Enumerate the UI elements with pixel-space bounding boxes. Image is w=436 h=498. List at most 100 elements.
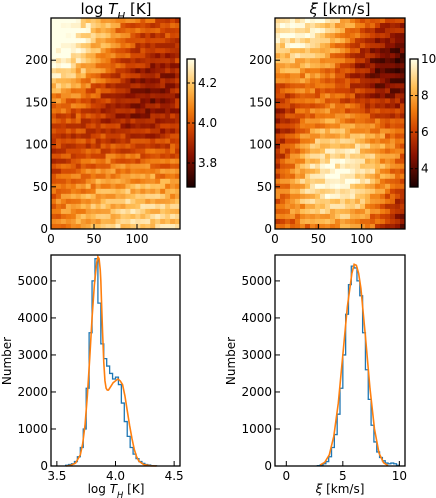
map-pixel: [135, 88, 141, 94]
map-pixel: [280, 143, 286, 150]
map-pixel: [80, 123, 87, 130]
map-pixel: [355, 188, 361, 195]
map-pixel: [370, 193, 376, 200]
label-subscript: H: [117, 11, 125, 23]
map-pixel: [165, 128, 171, 135]
map-pixel: [65, 198, 72, 205]
map-pixel: [105, 218, 112, 225]
map-pixel: [325, 43, 331, 49]
map-pixel: [140, 83, 146, 89]
map-pixel: [85, 113, 92, 119]
map-pixel: [340, 183, 346, 190]
map-pixel: [390, 98, 396, 104]
map-pixel: [280, 73, 286, 79]
map-pixel: [95, 88, 102, 94]
map-pixel: [90, 63, 97, 69]
map-pixel: [115, 218, 121, 225]
map-pixel: [105, 163, 112, 170]
map-pixel: [320, 188, 326, 195]
map-pixel: [55, 218, 62, 225]
map-pixel: [105, 123, 112, 130]
map-pixel: [70, 188, 77, 195]
map-pixel: [165, 98, 171, 104]
map-pixel: [110, 53, 116, 59]
map-pixel: [370, 143, 376, 150]
map-pixel: [51, 118, 57, 124]
map-pixel: [115, 183, 121, 190]
map-pixel: [315, 113, 321, 119]
map-pixel: [80, 133, 87, 140]
map-pixel: [165, 88, 171, 94]
map-pixel: [300, 63, 306, 69]
map-pixel: [55, 68, 62, 74]
map-pixel: [51, 68, 57, 74]
map-pixel: [80, 83, 87, 89]
map-pixel: [300, 158, 306, 165]
map-pixel: [85, 188, 92, 195]
map-pixel: [160, 128, 166, 135]
map-pixel: [285, 48, 291, 54]
map-pixel: [95, 193, 102, 200]
map-pixel: [385, 178, 391, 185]
map-pixel: [385, 73, 391, 79]
map-pixel: [80, 183, 87, 190]
y-tick-label: 1000: [241, 422, 272, 436]
map-pixel: [395, 118, 401, 124]
map-pixel: [360, 133, 366, 140]
map-pixel: [300, 18, 306, 24]
map-pixel: [160, 108, 166, 114]
map-pixel: [310, 188, 316, 195]
map-pixel: [320, 168, 326, 175]
map-pixel: [345, 123, 351, 130]
map-pixel: [310, 203, 316, 210]
map-pixel: [140, 78, 146, 84]
map-pixel: [395, 38, 401, 44]
map-pixel: [90, 213, 97, 220]
map-pixel: [375, 178, 381, 185]
map-pixel: [160, 78, 166, 84]
map-pixel: [65, 28, 72, 34]
map-pixel: [340, 68, 346, 74]
map-pixel: [345, 48, 351, 54]
map-pixel: [70, 118, 77, 124]
map-pixel: [110, 58, 116, 64]
map-pixel: [315, 108, 321, 114]
map-pixel: [125, 133, 131, 140]
map-pixel: [345, 93, 351, 99]
map-pixel: [315, 178, 321, 185]
map-pixel: [360, 148, 366, 155]
map-pixel: [345, 113, 351, 119]
map-pixel: [135, 48, 141, 54]
map-pixel: [160, 83, 166, 89]
map-pixel: [375, 203, 381, 210]
map-pixel: [335, 93, 341, 99]
map-pixel: [145, 78, 151, 84]
map-pixel: [140, 158, 146, 165]
map-pixel: [395, 78, 401, 84]
map-pixel: [290, 158, 296, 165]
map-pixel: [75, 223, 82, 230]
map-pixel: [345, 153, 351, 160]
map-pixel: [105, 173, 112, 180]
map-pixel: [60, 213, 67, 220]
map-pixel: [350, 138, 356, 145]
map-pixel: [150, 48, 156, 54]
map-pixel: [105, 23, 112, 29]
x-tick-label: 5: [339, 469, 347, 483]
map-pixel: [130, 213, 136, 220]
map-pixel: [60, 73, 67, 79]
map-pixel: [375, 98, 381, 104]
map-pixel: [85, 153, 92, 160]
map-pixel: [400, 108, 406, 114]
map-pixel: [385, 168, 391, 175]
map-pixel: [155, 153, 161, 160]
map-pixel: [275, 68, 281, 74]
map-pixel: [315, 83, 321, 89]
map-pixel: [145, 138, 151, 145]
map-pixel: [170, 43, 176, 49]
map-pixel: [295, 138, 301, 145]
map-pixel: [80, 73, 87, 79]
map-pixel: [100, 88, 107, 94]
map-pixel: [280, 53, 286, 59]
